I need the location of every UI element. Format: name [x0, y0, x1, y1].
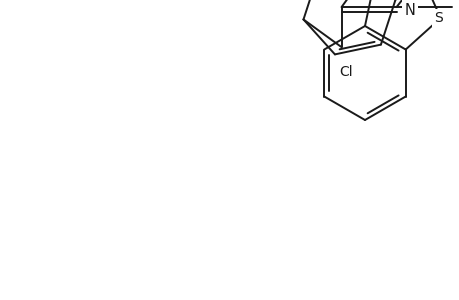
- Text: Cl: Cl: [339, 65, 353, 79]
- Text: S: S: [433, 11, 442, 25]
- Text: N: N: [403, 3, 414, 18]
